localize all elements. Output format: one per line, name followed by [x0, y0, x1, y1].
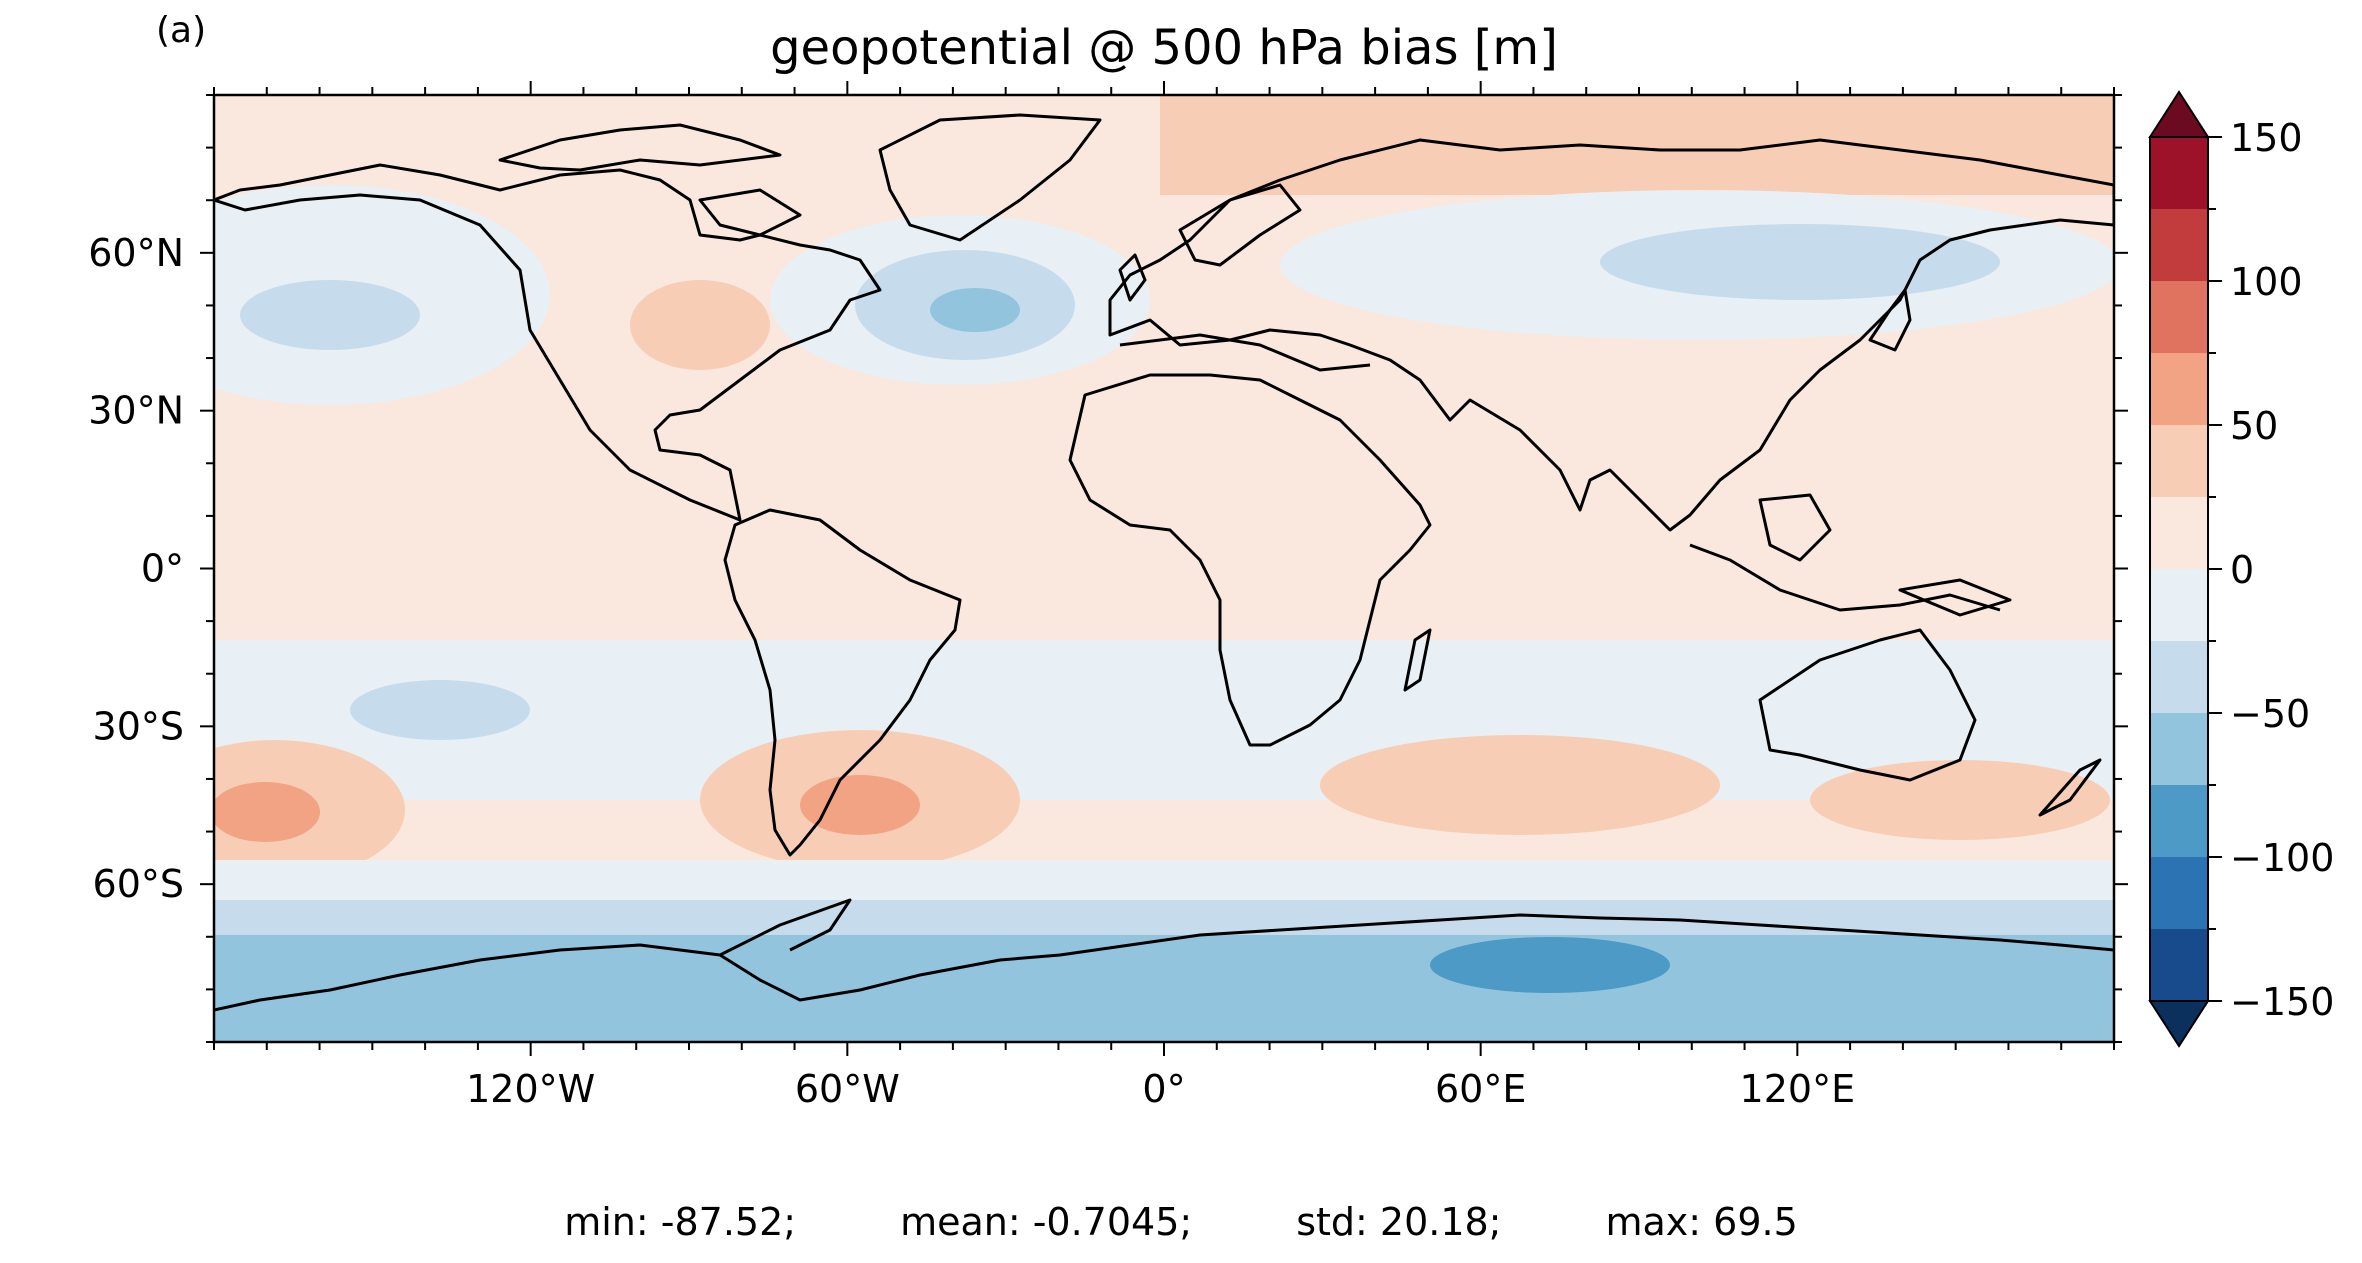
- coastline-antarctic-peninsula: [719, 898, 852, 957]
- colorbar-segment: [2150, 137, 2208, 209]
- axis-ticks: [200, 81, 2128, 1056]
- coastline-north-america: [214, 163, 882, 522]
- lat-tick-label: 30°S: [93, 704, 184, 748]
- lat-tick-label: 60°N: [88, 231, 184, 275]
- stat-min: min: -87.52;: [564, 1200, 797, 1244]
- stat-max: max: 69.5: [1605, 1200, 1798, 1244]
- australia-positive: [1810, 760, 2110, 840]
- colorbar-segment: [2150, 209, 2208, 281]
- lat-tick-label: 30°N: [88, 389, 184, 433]
- summary-statistics: min: -87.52; mean: -0.7045; std: 20.18; max…: [0, 1200, 2362, 1244]
- colorbar-segment: [2150, 425, 2208, 497]
- lon-tick-label: 120°W: [466, 1067, 595, 1111]
- north-pacific-negative-core: [240, 280, 420, 350]
- colorbar-segment: [2150, 497, 2208, 569]
- coastline-scandinavia: [1178, 183, 1302, 267]
- colorbar-tick-label: 150: [2230, 116, 2303, 160]
- colorbar-segment: [2150, 353, 2208, 425]
- coastline-africa: [1068, 373, 1432, 747]
- coastline-japan: [1868, 288, 1912, 352]
- colorbar-segment: [2150, 641, 2208, 713]
- stat-std: std: 20.18;: [1296, 1200, 1502, 1244]
- colorbar-tick-label: 50: [2230, 404, 2278, 448]
- colorbar-tick-label: −50: [2230, 692, 2310, 736]
- coastline-new-zealand: [2038, 758, 2102, 817]
- coastline-greenland: [878, 113, 1102, 242]
- lon-tick-label: 60°W: [795, 1067, 900, 1111]
- panel-label: (a): [156, 10, 207, 51]
- south-indian-positive: [1320, 735, 1720, 835]
- coastline-baffin: [698, 188, 802, 237]
- map-title: geopotential @ 500 hPa bias [m]: [770, 20, 1558, 76]
- southern-midlatitude-negative-band: [214, 640, 2114, 800]
- colorbar-tick-label: −100: [2230, 836, 2334, 880]
- bias-field: [214, 95, 2114, 1042]
- coastlines: [214, 113, 2114, 1012]
- tropical-atlantic-positive: [630, 280, 770, 370]
- stat-mean: mean: -0.7045;: [900, 1200, 1193, 1244]
- coastline-madagascar: [1403, 628, 1432, 692]
- colorbar-tick-label: −150: [2230, 980, 2334, 1024]
- coastline-new-guinea: [1898, 578, 2012, 617]
- colorbar-extend-low-arrow: [2148, 1000, 2210, 1048]
- colorbar-extend-high-arrow: [2148, 90, 2210, 138]
- lat-tick-label: 60°S: [93, 862, 184, 906]
- colorbar-tick-label: 100: [2230, 260, 2303, 304]
- colorbar-segment: [2150, 857, 2208, 929]
- colorbar-segment: [2150, 569, 2208, 641]
- axis-tick-labels: 120°W 60°W 0° 60°E 120°E 60°N 30°N 0° 30°S 60°S: [88, 231, 1855, 1111]
- siberia-negative-core: [1600, 224, 2000, 300]
- lon-tick-label: 60°E: [1435, 1067, 1526, 1111]
- east-antarctic-negative-core: [1430, 937, 1670, 993]
- coastline-south-america: [723, 508, 962, 857]
- coastline-australia: [1758, 628, 1977, 782]
- colorbar-tick-label: 0: [2230, 548, 2254, 592]
- antarctic-strong-negative: [214, 935, 2114, 1042]
- south-pacific-positive-core: [214, 782, 320, 842]
- colorbar: 150 100 50 0 −50 −100 −150: [2148, 90, 2334, 1048]
- coastline-southeast-asia-islands: [1689, 543, 2001, 612]
- coastline-borneo-sulawesi: [1758, 493, 1832, 562]
- coastline-mediterranean: [1119, 333, 1371, 372]
- coastline-antarctica: [214, 913, 2114, 1012]
- coastline-britain: [1118, 253, 1147, 302]
- colorbar-segment: [2150, 929, 2208, 1001]
- lon-tick-label: 120°E: [1740, 1067, 1856, 1111]
- north-atlantic-negative-centre: [930, 288, 1020, 332]
- coastline-canadian-archipelago: [498, 123, 782, 172]
- south-atlantic-positive-core: [800, 775, 920, 835]
- arctic-positive-bias: [1160, 95, 2114, 195]
- colorbar-segment: [2150, 713, 2208, 785]
- colorbar-segment: [2150, 281, 2208, 353]
- colorbar-segment: [2150, 785, 2208, 857]
- south-pacific-negative-spot: [350, 680, 530, 740]
- lon-tick-label: 0°: [1142, 1067, 1185, 1111]
- coastline-eurasia: [1108, 138, 2114, 532]
- lat-tick-label: 0°: [141, 547, 184, 591]
